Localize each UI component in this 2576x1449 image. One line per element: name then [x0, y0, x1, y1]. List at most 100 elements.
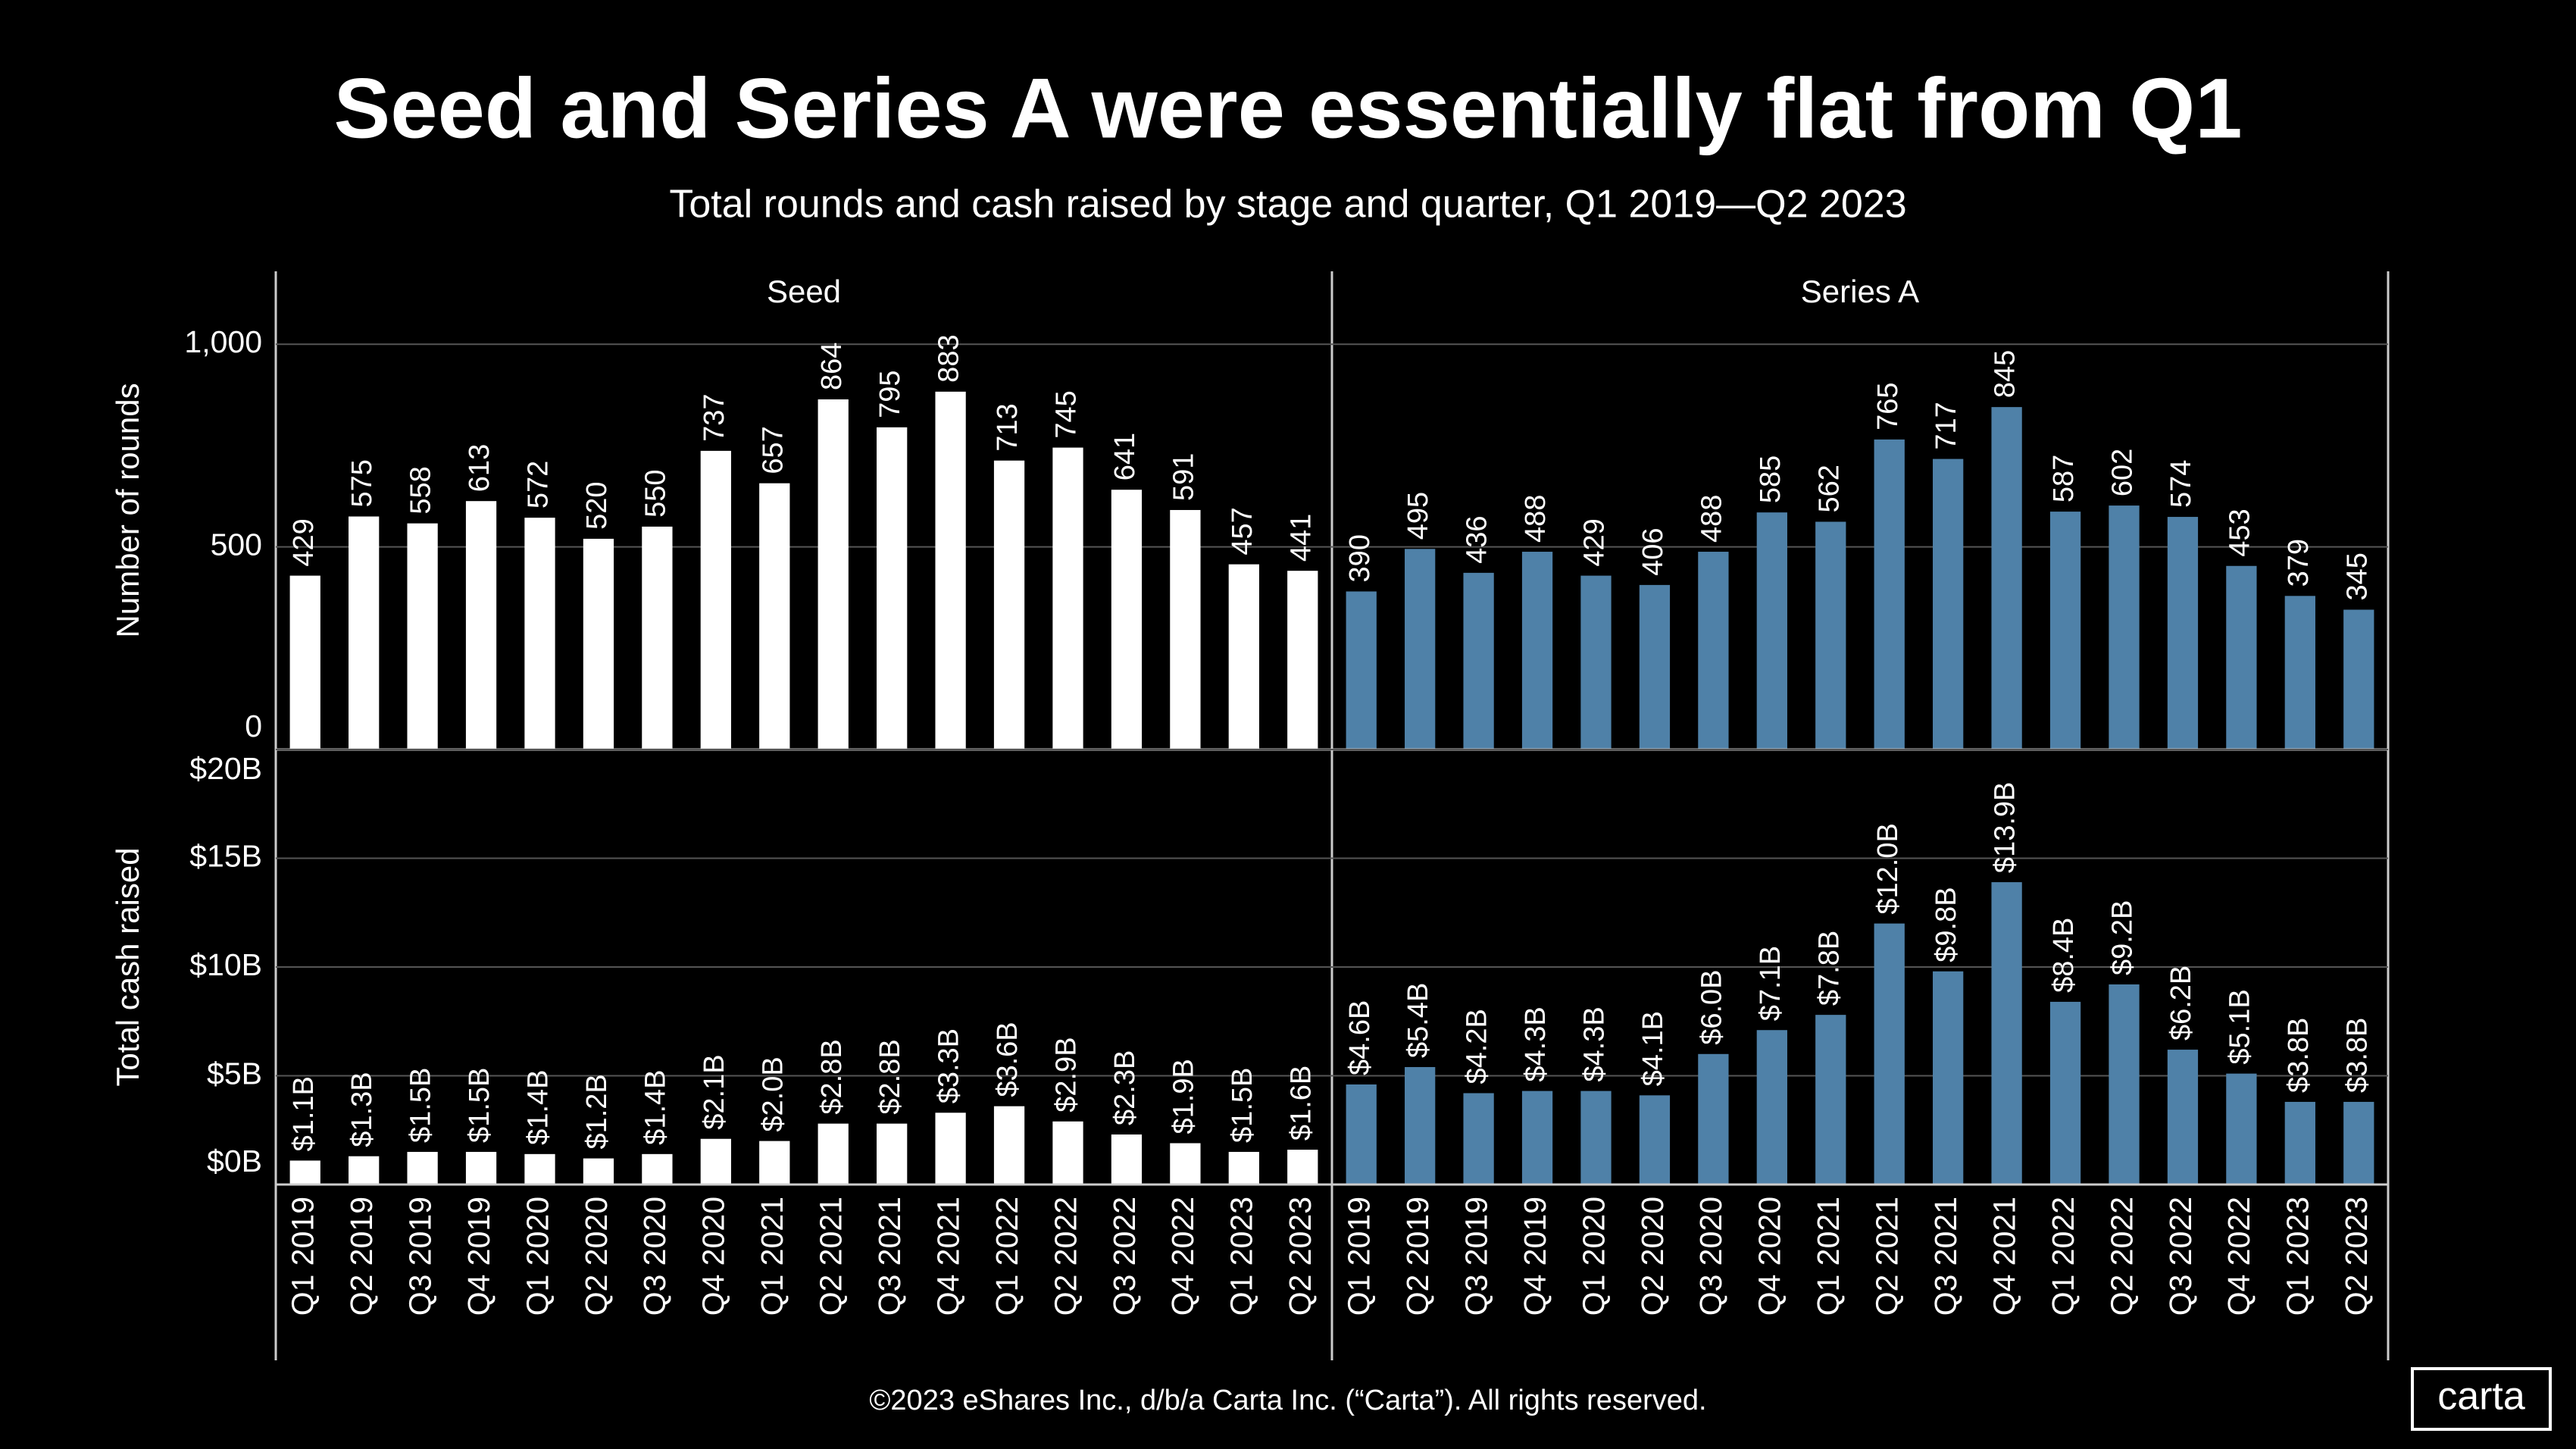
value-label: 558	[405, 466, 437, 514]
value-label: 591	[1168, 453, 1199, 501]
bar	[1756, 1030, 1787, 1185]
y-tick-label: $10B	[189, 947, 262, 982]
x-tick-label: Q2 2020	[579, 1197, 614, 1316]
value-label: 562	[1813, 465, 1845, 512]
value-label: $1.3B	[346, 1072, 378, 1147]
bar	[524, 518, 555, 750]
bar	[2167, 517, 2199, 750]
value-label: 345	[2341, 552, 2373, 600]
bar	[1405, 1067, 1436, 1185]
bar	[1698, 552, 1729, 750]
bar	[1463, 572, 1494, 750]
value-label: $2.1B	[699, 1054, 730, 1129]
value-label: 488	[1520, 495, 1552, 543]
bar	[1933, 971, 1964, 1185]
bar	[700, 450, 731, 750]
bar	[759, 1141, 790, 1185]
value-label: 453	[2224, 509, 2256, 556]
bar	[1874, 439, 1905, 750]
bar	[1052, 447, 1083, 750]
bar	[993, 460, 1025, 750]
y-tick-label: $5B	[207, 1056, 262, 1091]
value-label: 406	[1637, 527, 1669, 575]
value-label: $2.9B	[1051, 1037, 1083, 1112]
x-tick-label: Q2 2023	[2339, 1197, 2374, 1316]
x-tick-label: Q3 2021	[872, 1197, 907, 1316]
value-label: $6.2B	[2165, 965, 2197, 1041]
bar	[349, 516, 380, 750]
bar	[1521, 552, 1553, 750]
value-label: $7.8B	[1813, 931, 1845, 1006]
x-tick-label: Q3 2020	[637, 1197, 672, 1316]
value-label: $4.1B	[1637, 1011, 1669, 1086]
bar	[877, 1123, 908, 1185]
bar	[289, 575, 320, 750]
value-label: $1.4B	[523, 1070, 555, 1145]
value-label: 488	[1696, 495, 1727, 543]
bar	[583, 538, 614, 750]
bar	[1521, 1091, 1553, 1185]
y-tick-label: 1,000	[184, 324, 262, 359]
value-label: $2.3B	[1109, 1050, 1141, 1125]
value-label: 379	[2283, 539, 2315, 587]
x-tick-label: Q3 2022	[2163, 1197, 2198, 1316]
footer: ©2023 eShares Inc., d/b/a Carta Inc. (“C…	[869, 1385, 1706, 1416]
bar	[1170, 1143, 1201, 1185]
value-label: $1.5B	[464, 1068, 496, 1143]
y-axis-label: Total cash raised	[110, 847, 145, 1086]
value-label: $4.6B	[1344, 1000, 1376, 1075]
bar	[2226, 1073, 2257, 1185]
bar	[2226, 565, 2257, 750]
value-label: 495	[1402, 492, 1434, 540]
value-label: $13.9B	[1990, 782, 2021, 873]
logo: carta	[2437, 1375, 2525, 1419]
value-label: 657	[757, 426, 789, 474]
value-label: $1.4B	[639, 1070, 671, 1145]
bar	[524, 1153, 555, 1185]
bar	[642, 1153, 673, 1185]
y-tick-label: $0B	[207, 1144, 262, 1178]
value-label: $12.0B	[1872, 823, 1904, 914]
bar	[877, 427, 908, 750]
y-tick-label: 500	[211, 527, 262, 562]
value-label: 737	[699, 393, 730, 441]
bar	[1580, 575, 1612, 750]
x-tick-label: Q1 2020	[1576, 1197, 1611, 1316]
value-label: $3.6B	[992, 1022, 1024, 1097]
logo-box	[2411, 1367, 2552, 1431]
x-tick-label: Q4 2020	[696, 1197, 731, 1316]
value-label: $1.2B	[581, 1074, 613, 1149]
value-label: 587	[2048, 455, 2080, 502]
bar	[1639, 584, 1671, 750]
bar	[759, 483, 790, 750]
x-tick-label: Q1 2023	[2281, 1197, 2315, 1316]
value-label: $1.5B	[405, 1068, 437, 1143]
bar	[1346, 591, 1377, 750]
value-label: $7.1B	[1755, 946, 1787, 1021]
x-tick-label: Q2 2019	[344, 1197, 379, 1316]
value-label: 441	[1285, 514, 1317, 562]
bar	[1287, 1150, 1318, 1185]
bar	[1756, 512, 1787, 750]
y-tick-label: 0	[245, 709, 262, 743]
bar	[1052, 1121, 1083, 1185]
bar	[465, 501, 497, 750]
value-label: $2.0B	[757, 1056, 789, 1131]
value-label: $2.8B	[874, 1039, 906, 1114]
value-label: $3.8B	[2283, 1018, 2315, 1093]
value-label: 429	[1579, 518, 1611, 566]
value-label: $2.8B	[816, 1039, 848, 1114]
value-label: 572	[523, 461, 555, 509]
bar	[1228, 1151, 1259, 1185]
value-label: 585	[1755, 455, 1787, 503]
bar	[935, 391, 966, 750]
value-label: 864	[816, 343, 848, 390]
bar	[1111, 1134, 1143, 1185]
value-label: $4.2B	[1462, 1009, 1493, 1084]
bar	[1580, 1091, 1612, 1185]
bar	[818, 1123, 849, 1185]
bar	[818, 399, 849, 750]
bar	[2284, 1101, 2315, 1185]
